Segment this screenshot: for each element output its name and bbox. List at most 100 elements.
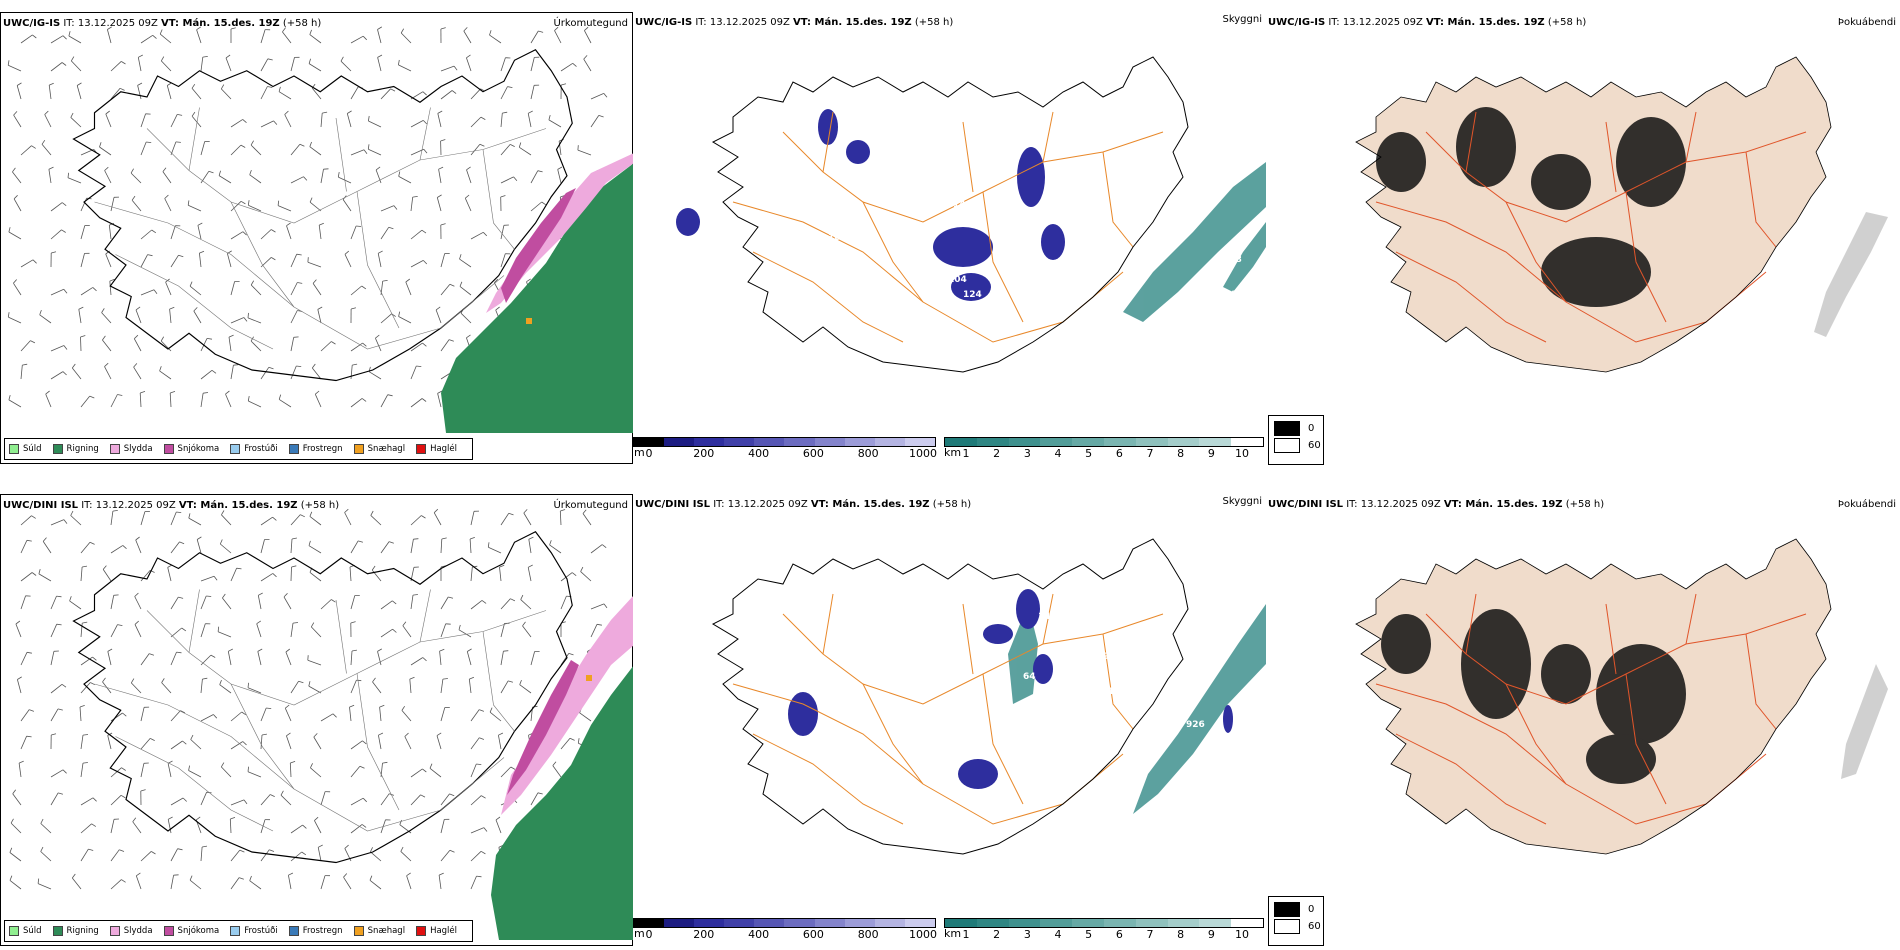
legend-item: Frostregn: [288, 444, 343, 454]
fog-offshore: [1814, 212, 1888, 337]
colorbar-segment: [844, 438, 875, 446]
cloud-value-label: 105: [828, 233, 847, 243]
ceiling-unit: m: [634, 446, 645, 459]
coastline: [711, 56, 1189, 373]
colorbar-tick: 1: [962, 928, 970, 941]
coastline: [711, 538, 1189, 855]
ceiling-colorbar-strip: [633, 918, 936, 928]
cloud-value-label: 14: [953, 200, 966, 210]
colorbar-segment: [1231, 438, 1263, 446]
colorbar-segment: [874, 919, 905, 927]
colorbar-segment: [1072, 919, 1104, 927]
colorbar-segment: [664, 919, 695, 927]
cloud-value-label: 91: [1013, 273, 1026, 283]
legend-swatch: [353, 926, 364, 936]
panel-header: UWC/IG-IS IT: 13.12.2025 09Z VT: Mán. 15…: [3, 18, 321, 29]
fog-map: [1355, 56, 1888, 373]
cloud-value-label: 12: [1078, 190, 1091, 200]
legend-label: Frostregn: [302, 926, 343, 936]
colorbar-tick: 1: [962, 447, 970, 460]
visibility-colorbar-ticks: 1 2 3 4 5 6 7 8 9 10: [944, 928, 1264, 941]
colorbar-tick: 800: [857, 928, 879, 941]
valid-time: VT: Mán. 15.des. 19Z: [1443, 499, 1563, 510]
panel-title: Þokuábendi: [1837, 17, 1896, 28]
colorbar-tick: 400: [748, 447, 770, 460]
cloud-value-label: 124: [963, 290, 982, 300]
fog-legend-label: 60: [1308, 921, 1321, 932]
legend-item: Súld: [9, 926, 42, 936]
visibility-unit: km: [944, 927, 962, 940]
colorbar-segment: [844, 919, 875, 927]
colorbar-tick: 5: [1085, 928, 1093, 941]
colorbar-segment: [1103, 438, 1136, 446]
legend-swatch: [288, 444, 299, 454]
panel-title: Þokuábendi: [1837, 499, 1896, 510]
roads: [94, 107, 547, 350]
legend-swatch: [9, 444, 19, 454]
colorbar-segment: [754, 919, 785, 927]
legend-label: Snjókoma: [177, 926, 220, 936]
legend-label: Haglél: [430, 926, 458, 936]
colorbar-tick: 4: [1054, 447, 1062, 460]
valid-time: VT: Mán. 15.des. 19Z: [793, 17, 912, 28]
colorbar-tick: 600: [802, 447, 824, 460]
colorbar-tick: 3: [1023, 447, 1031, 460]
panel-header: UWC/DINI ISL IT: 13.12.2025 09Z VT: Mán.…: [635, 499, 971, 510]
colorbar-segment: [1008, 438, 1041, 446]
cloud-value-label: 96: [1103, 652, 1116, 662]
precip-legend: Súld Rigning Slydda Snjókoma Frostúði Frostre…: [4, 438, 474, 460]
cloud-value-label: 142: [1038, 612, 1057, 622]
colorbar-segment: [976, 919, 1009, 927]
legend-item: Snæhagl: [353, 444, 406, 454]
cloud-value-label: 119: [828, 220, 847, 230]
legend-label: Frostúði: [244, 926, 278, 936]
issue-time: IT: 13.12.2025 09Z: [1343, 499, 1444, 510]
colorbar-tick: 0: [645, 447, 653, 460]
land: [1356, 57, 1831, 372]
legend-label: Rigning: [66, 926, 99, 936]
legend-label: Frostregn: [302, 444, 343, 454]
cloud-value-label: 15: [1108, 687, 1121, 697]
issue-time: IT: 13.12.2025 09Z: [1325, 17, 1427, 28]
precip-type-panel-top: UWC/IG-IS IT: 13.12.2025 09Z VT: Mán. 15…: [0, 12, 634, 464]
cloud-value-label: 104: [948, 275, 967, 285]
model-name: UWC/DINI ISL: [635, 499, 711, 510]
colorbar-segment: [904, 919, 935, 927]
colorbar-segment: [814, 919, 845, 927]
roads: [94, 589, 547, 832]
panel-title: Skyggni: [1222, 496, 1262, 507]
colorbar-tick: 9: [1207, 928, 1215, 941]
valid-time: VT: Mán. 15.des. 19Z: [810, 499, 930, 510]
precip-type-panel-bottom: UWC/DINI ISL IT: 13.12.2025 09Z VT: Mán.…: [0, 494, 634, 946]
fog-legend-swatch: [1274, 438, 1300, 453]
coastline: [72, 49, 573, 382]
cloud-value-label: 11: [1075, 170, 1088, 180]
fog-map: [1355, 538, 1888, 855]
colorbar-segment: [1103, 919, 1136, 927]
colorbar-segment: [634, 919, 665, 927]
colorbar-tick: 6: [1115, 928, 1123, 941]
legend-label: Snæhagl: [367, 444, 406, 454]
legend-item: Snæhagl: [353, 926, 405, 936]
wind-barbs: [9, 508, 608, 890]
colorbar-segment: [1008, 919, 1041, 927]
lead-time: (+58 h): [911, 17, 954, 28]
model-name: UWC/IG-IS: [1268, 17, 1326, 28]
colorbar-tick: 1000: [909, 928, 937, 941]
panel-header: UWC/DINI ISL IT: 13.12.2025 09Z VT: Mán.…: [3, 500, 339, 511]
land: [1356, 539, 1831, 854]
model-name: UWC/DINI ISL: [1268, 499, 1344, 510]
legend-swatch: [416, 444, 427, 454]
colorbar-tick: 9: [1207, 447, 1215, 460]
cloud-value-label: 13: [1073, 198, 1086, 208]
cloud-value-label: 18: [973, 308, 986, 318]
ceiling-colorbar-strip: [633, 437, 936, 447]
precip-shading: [441, 153, 634, 433]
cloud-value-label: 926: [1186, 720, 1205, 730]
legend-swatch: [230, 926, 241, 936]
legend-label: Rigning: [66, 444, 99, 454]
cloud-panel-top: UWC/IG-IS IT: 13.12.2025 09Z VT: Mán. 15…: [633, 12, 1266, 464]
cloud-value-label: 10: [1073, 762, 1086, 772]
visibility-unit: km: [944, 446, 962, 459]
legend-swatch: [163, 444, 174, 454]
